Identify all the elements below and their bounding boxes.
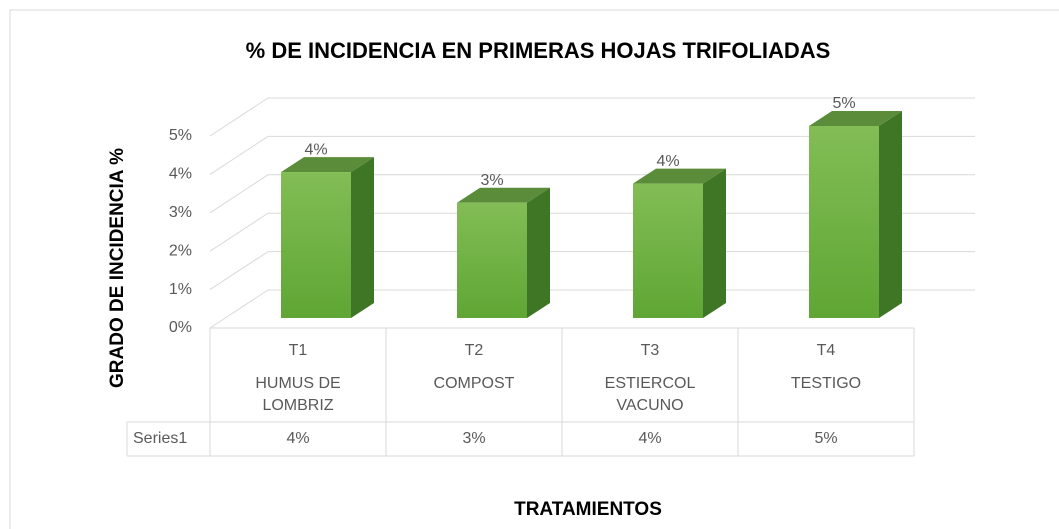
x-tick-label: T1 (289, 342, 308, 359)
bar (457, 202, 527, 318)
y-axis-title: GRADO DE INCIDENCIA % (107, 148, 128, 388)
table-value: 4% (638, 430, 661, 447)
table-value: 5% (814, 430, 837, 447)
grid-line (209, 251, 975, 291)
bar-side (351, 157, 374, 318)
grid-line (209, 212, 975, 252)
grid-line (209, 97, 975, 137)
x-tick-label: T2 (465, 342, 484, 359)
data-label: 4% (304, 141, 327, 158)
y-tick-label: 1% (169, 281, 192, 298)
bar (633, 183, 703, 318)
x-tick-label: T4 (817, 342, 836, 359)
table-value: 4% (286, 430, 309, 447)
bar-top (281, 157, 374, 173)
y-tick-label: 0% (169, 319, 192, 336)
x-tick-label: T3 (641, 342, 660, 359)
bar (809, 126, 879, 318)
data-label: 4% (656, 153, 679, 170)
y-tick-label: 3% (169, 204, 192, 221)
legend-label: Series1 (133, 430, 187, 447)
bar (281, 172, 351, 318)
bar-side (703, 168, 726, 318)
category-description: ESTIERCOL VACUNO (605, 375, 696, 414)
bar-side (527, 187, 550, 318)
bar-top (633, 168, 726, 184)
x-axis-title: TRATAMIENTOS (514, 499, 662, 520)
data-label: 5% (832, 95, 855, 112)
grid-line (209, 289, 975, 329)
data-label: 3% (480, 172, 503, 189)
y-tick-label: 5% (169, 127, 192, 144)
bar-side (879, 111, 902, 318)
category-description: TESTIGO (791, 375, 861, 392)
bar-top (457, 187, 550, 203)
y-tick-label: 2% (169, 242, 192, 259)
table-value: 3% (462, 430, 485, 447)
bar-top (809, 111, 902, 126)
category-description: HUMUS DE LOMBRIZ (255, 375, 340, 414)
y-tick-label: 4% (169, 166, 192, 183)
grid-line (209, 135, 975, 175)
grid-line (209, 174, 975, 214)
category-description: COMPOST (434, 375, 515, 392)
chart-title: % DE INCIDENCIA EN PRIMERAS HOJAS TRIFOL… (246, 38, 831, 63)
